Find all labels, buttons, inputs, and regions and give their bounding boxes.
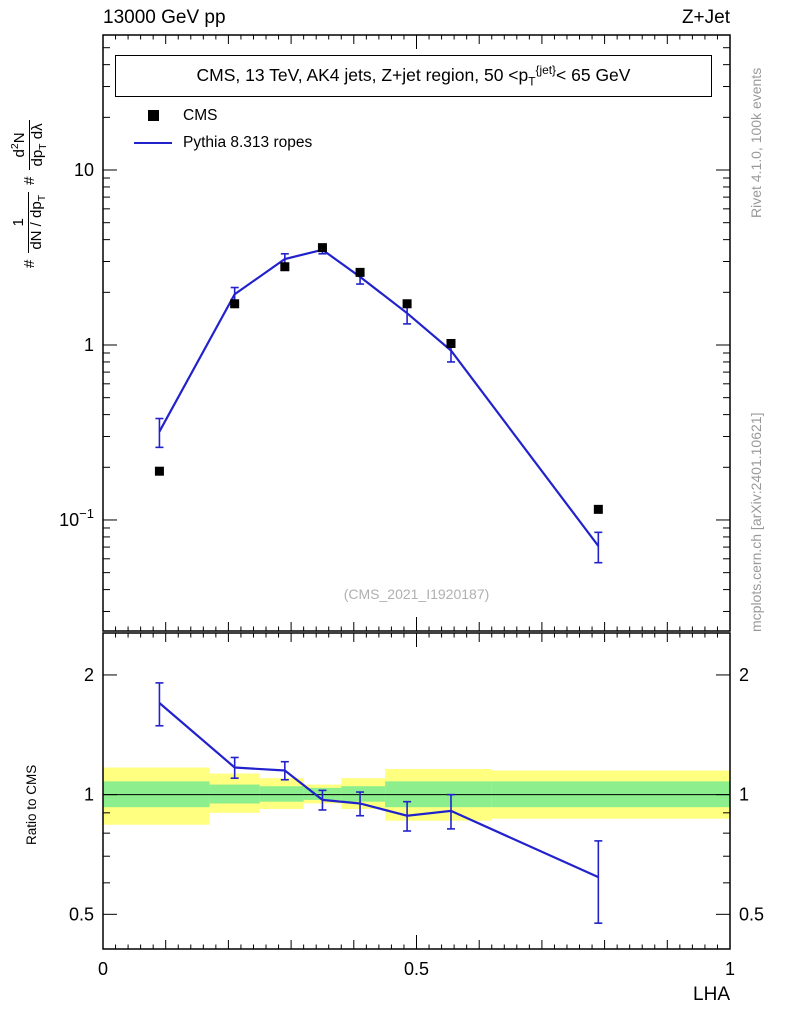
main-y-tick-label: 10−1 [59,506,94,530]
cms-data-points [154,243,603,514]
pythia-series [155,245,603,564]
mcplots-citation-note: mcplots.cern.ch [arXiv:2401.10621] [748,412,764,632]
y-axis-title: # 1 dN / dpT # d2N dpT dλ [9,120,50,268]
pythia-line [158,248,600,547]
axis-ticks [102,35,731,949]
ratio-y-tick-label-right: 1 [739,785,749,805]
legend-label-pythia: Pythia 8.313 ropes [183,133,313,151]
legend-label-cms: CMS [183,106,218,124]
ratio-line [158,702,599,879]
ratio-y-tick-label-right: 0.5 [739,904,764,924]
panel-title: CMS, 13 TeV, AK4 jets, Z+jet region, 50 … [115,55,712,97]
cms-marker [280,262,290,272]
green-band-segment [259,786,304,802]
x-tick-label: 0 [98,959,108,979]
cms-marker-icon [133,110,173,121]
cms-marker [402,299,412,309]
green-band-segment [341,786,386,802]
analysis-watermark: (CMS_2021_I1920187) [343,586,490,602]
generator-version-note: Rivet 4.1.0, 100k events [748,67,764,218]
x-axis-title: LHA [693,984,730,1005]
axis-tick-labels: 10 1 10−1 2 2 1 1 0.5 0.5 0 0.5 1 [59,160,764,979]
legend: CMS Pythia 8.313 ropes [133,102,312,156]
panel-title-text: CMS, 13 TeV, AK4 jets, Z+jet region, 50 … [196,63,631,89]
cms-marker [154,466,164,476]
cms-marker [317,243,327,253]
ylabel-fraction-1: 1 dN / dpT [10,191,49,253]
x-tick-label: 0.5 [404,959,429,979]
ylabel-fraction-2: d2N dpT dλ [9,120,50,170]
beam-energy-label: 13000 GeV pp [103,7,226,28]
legend-item-pythia: Pythia 8.313 ropes [133,129,312,156]
pythia-line-icon [133,141,173,144]
cms-marker [593,504,603,514]
ratio-y-tick-label-right: 2 [739,665,749,685]
ylabel-hash-1: # [21,259,39,268]
ratio-y-tick-label-left: 1 [84,785,94,805]
cms-marker [355,267,365,277]
ratio-y-tick-label-left: 2 [84,665,94,685]
green-band-segment [209,784,260,804]
legend-item-cms: CMS [133,102,312,129]
x-tick-label: 1 [725,959,735,979]
process-label: Z+Jet [681,7,730,28]
cms-marker [446,338,456,348]
ratio-y-tick-label-left: 0.5 [69,904,94,924]
main-y-tick-label: 10 [74,160,94,180]
ratio-series [155,682,603,924]
ratio-uncertainty-bands [103,767,730,825]
cms-marker [230,299,240,309]
ylabel-hash-2: # [21,176,39,185]
ratio-axis-title: Ratio to CMS [24,764,39,845]
main-y-tick-label: 1 [84,335,94,355]
